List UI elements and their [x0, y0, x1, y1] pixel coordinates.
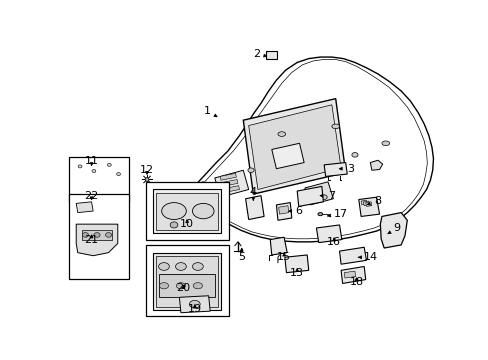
Text: 14: 14 — [358, 252, 378, 262]
Polygon shape — [223, 186, 239, 193]
Text: 4: 4 — [249, 187, 256, 200]
Ellipse shape — [317, 213, 322, 216]
Polygon shape — [76, 224, 118, 256]
Text: 22: 22 — [84, 191, 99, 201]
Polygon shape — [365, 202, 371, 206]
Text: 11: 11 — [84, 156, 99, 166]
Text: 1: 1 — [203, 106, 217, 117]
Polygon shape — [153, 253, 221, 310]
Polygon shape — [168, 57, 432, 242]
Text: 17: 17 — [327, 209, 347, 219]
Text: 9: 9 — [387, 223, 400, 234]
Text: 13: 13 — [289, 267, 304, 278]
Polygon shape — [158, 274, 214, 297]
Text: 10: 10 — [180, 219, 194, 229]
Bar — [145, 182, 228, 240]
Polygon shape — [369, 160, 382, 170]
Ellipse shape — [92, 170, 96, 172]
Polygon shape — [270, 237, 286, 255]
Text: 7: 7 — [320, 191, 334, 201]
Polygon shape — [153, 189, 221, 233]
Polygon shape — [245, 195, 264, 220]
Bar — [266, 51, 277, 59]
Polygon shape — [344, 271, 355, 278]
Ellipse shape — [176, 283, 185, 289]
Ellipse shape — [277, 132, 285, 136]
Polygon shape — [305, 182, 333, 205]
Polygon shape — [276, 203, 291, 220]
Polygon shape — [341, 266, 365, 283]
Bar — [68, 194, 128, 279]
Text: 15: 15 — [277, 252, 290, 262]
Ellipse shape — [158, 263, 169, 270]
Ellipse shape — [192, 203, 214, 219]
Text: 12: 12 — [140, 165, 154, 175]
Ellipse shape — [170, 222, 178, 228]
Ellipse shape — [159, 283, 168, 289]
Ellipse shape — [175, 263, 186, 270]
Text: 18: 18 — [349, 277, 363, 287]
Ellipse shape — [94, 233, 100, 237]
Text: 21: 21 — [84, 235, 99, 244]
Ellipse shape — [331, 124, 339, 129]
Polygon shape — [248, 105, 341, 189]
Ellipse shape — [78, 165, 82, 168]
Bar — [68, 157, 128, 202]
Polygon shape — [316, 225, 341, 243]
Ellipse shape — [381, 141, 389, 145]
Polygon shape — [243, 99, 345, 194]
Polygon shape — [195, 182, 208, 191]
Polygon shape — [271, 143, 304, 169]
Text: 6: 6 — [288, 206, 302, 216]
Ellipse shape — [145, 177, 149, 181]
Polygon shape — [360, 200, 366, 205]
Polygon shape — [221, 180, 238, 186]
Polygon shape — [81, 230, 112, 240]
Ellipse shape — [107, 163, 111, 166]
Ellipse shape — [193, 283, 202, 289]
Text: 20: 20 — [176, 283, 190, 293]
Polygon shape — [179, 296, 210, 313]
Text: 3: 3 — [339, 164, 353, 174]
Ellipse shape — [82, 233, 88, 237]
Ellipse shape — [351, 153, 357, 157]
Polygon shape — [220, 173, 236, 180]
Polygon shape — [297, 186, 323, 206]
Polygon shape — [156, 256, 218, 306]
Polygon shape — [76, 202, 93, 213]
Text: 19: 19 — [187, 304, 202, 314]
Ellipse shape — [117, 172, 120, 176]
Ellipse shape — [321, 195, 326, 199]
Polygon shape — [380, 213, 407, 248]
Ellipse shape — [105, 233, 111, 237]
Ellipse shape — [189, 300, 200, 308]
Polygon shape — [358, 197, 379, 216]
Polygon shape — [214, 170, 248, 197]
Polygon shape — [363, 201, 369, 206]
Text: 16: 16 — [326, 237, 341, 247]
Polygon shape — [339, 247, 366, 264]
Ellipse shape — [192, 263, 203, 270]
Ellipse shape — [247, 168, 254, 172]
Bar — [145, 245, 228, 316]
Text: 5: 5 — [238, 248, 245, 262]
Polygon shape — [285, 255, 308, 273]
Polygon shape — [156, 193, 218, 230]
Polygon shape — [324, 163, 346, 176]
Text: 2: 2 — [253, 49, 266, 59]
Text: 8: 8 — [366, 196, 381, 206]
Polygon shape — [278, 206, 288, 214]
Ellipse shape — [162, 203, 186, 220]
